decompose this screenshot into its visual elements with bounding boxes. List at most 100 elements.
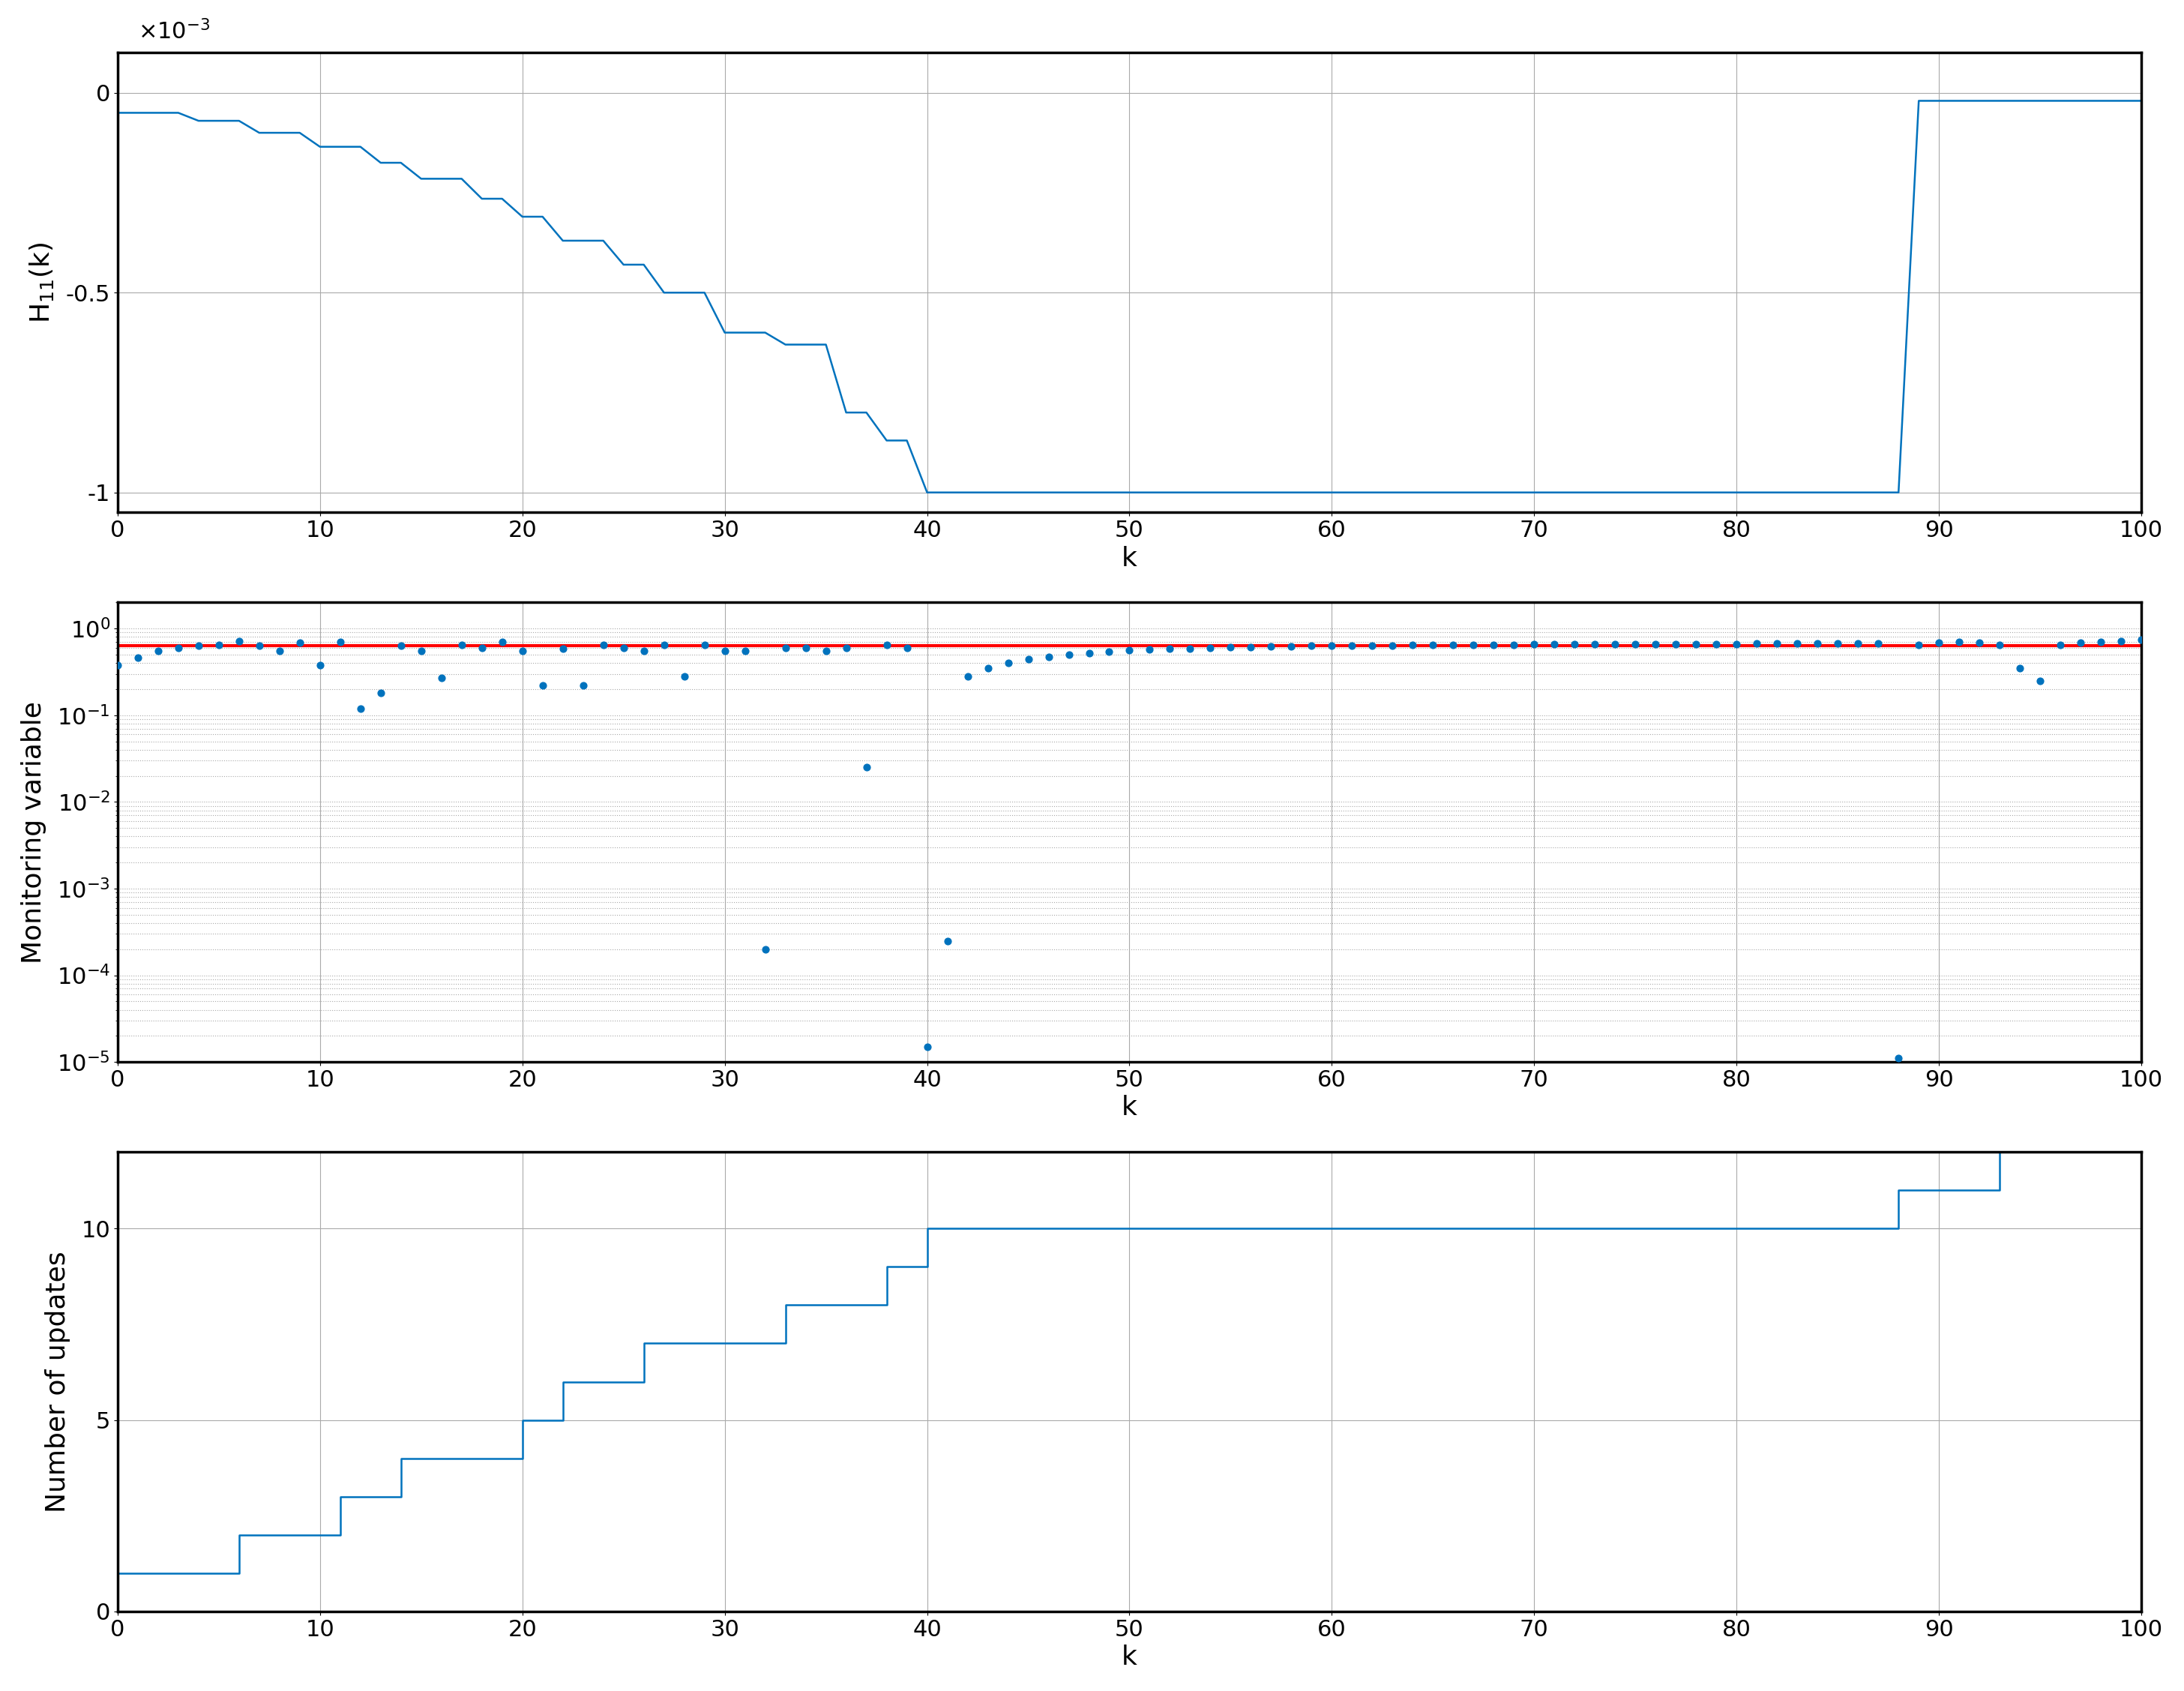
X-axis label: k: k [1123, 1645, 1138, 1671]
Point [1922, 629, 1957, 656]
Point [1599, 631, 1634, 658]
Point [850, 754, 885, 781]
Point [1577, 631, 1612, 658]
Point [727, 638, 762, 665]
Y-axis label: H$_{11}$(k): H$_{11}$(k) [28, 242, 55, 323]
Point [1819, 631, 1854, 658]
Point [1072, 639, 1107, 666]
Point [1902, 631, 1937, 658]
Point [404, 638, 439, 665]
Point [1415, 631, 1450, 658]
Point [1800, 631, 1835, 658]
Point [1880, 1045, 1915, 1072]
Point [970, 654, 1005, 681]
Point [1961, 629, 1996, 656]
Point [950, 663, 985, 690]
Point [1457, 631, 1492, 658]
Point [585, 631, 620, 658]
Point [1254, 632, 1289, 659]
Point [1354, 632, 1389, 659]
Point [465, 634, 500, 661]
Text: $\times10^{-3}$: $\times10^{-3}$ [138, 19, 210, 44]
Point [930, 927, 965, 954]
Point [1192, 634, 1227, 661]
Point [140, 638, 175, 665]
Point [1234, 632, 1269, 659]
Point [627, 638, 662, 665]
Point [708, 638, 743, 665]
Point [304, 651, 339, 678]
Point [1983, 631, 2018, 658]
Point [242, 632, 277, 659]
Point [1738, 631, 1773, 658]
Point [1334, 632, 1369, 659]
Point [1153, 636, 1188, 663]
Point [769, 634, 804, 661]
Point [2003, 654, 2038, 681]
Point [889, 634, 924, 661]
Point [343, 695, 378, 722]
Y-axis label: Number of updates: Number of updates [46, 1251, 70, 1512]
Point [443, 631, 478, 658]
Point [505, 638, 539, 665]
Point [485, 629, 520, 656]
Point [808, 638, 843, 665]
Point [1942, 629, 1977, 656]
Point [2064, 629, 2099, 656]
Point [120, 644, 155, 671]
Point [546, 636, 581, 663]
Point [1011, 646, 1046, 673]
Point [1295, 632, 1330, 659]
Point [1131, 636, 1166, 663]
Point [162, 634, 197, 661]
X-axis label: k: k [1123, 1096, 1138, 1121]
Point [282, 629, 317, 656]
Point [605, 634, 640, 661]
Point [788, 634, 823, 661]
Point [1212, 634, 1247, 661]
Point [1516, 631, 1551, 658]
Point [2022, 668, 2057, 695]
Point [566, 671, 601, 698]
Point [2084, 629, 2118, 656]
Point [424, 665, 459, 692]
Point [828, 634, 863, 661]
Point [869, 631, 904, 658]
Point [1496, 631, 1531, 658]
Point [181, 632, 216, 659]
Point [1719, 631, 1754, 658]
Point [221, 627, 256, 654]
Point [262, 638, 297, 665]
Point [1112, 638, 1147, 665]
Point [1092, 638, 1127, 665]
X-axis label: k: k [1123, 546, 1138, 572]
Y-axis label: Monitoring variable: Monitoring variable [22, 702, 46, 964]
Point [1315, 632, 1350, 659]
Point [2042, 631, 2077, 658]
Point [1376, 632, 1411, 659]
Point [1780, 631, 1815, 658]
Point [666, 663, 701, 690]
Point [646, 631, 681, 658]
Point [1173, 634, 1208, 661]
Point [1679, 631, 1714, 658]
Point [2123, 626, 2158, 653]
Point [1658, 631, 1693, 658]
Point [1273, 632, 1308, 659]
Point [1396, 632, 1431, 659]
Point [1557, 631, 1592, 658]
Point [323, 629, 358, 656]
Point [1841, 631, 1876, 658]
Point [1031, 643, 1066, 670]
Point [1476, 631, 1511, 658]
Point [100, 651, 135, 678]
Point [201, 631, 236, 658]
Point [688, 631, 723, 658]
Point [992, 649, 1026, 676]
Point [1618, 631, 1653, 658]
Point [1638, 631, 1673, 658]
Point [747, 935, 782, 962]
Point [1760, 631, 1795, 658]
Point [1861, 629, 1896, 656]
Point [1051, 641, 1085, 668]
